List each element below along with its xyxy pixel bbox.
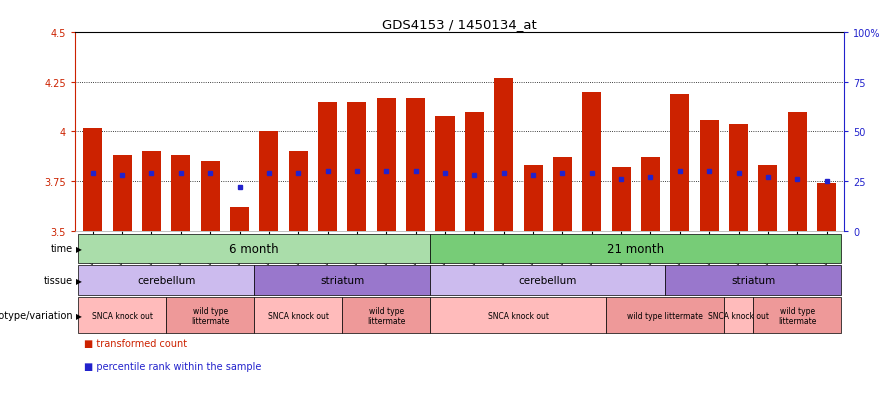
Text: ■ transformed count: ■ transformed count	[84, 338, 187, 348]
Bar	[641, 158, 660, 231]
Bar	[436, 116, 454, 231]
Text: tissue: tissue	[44, 275, 73, 286]
Text: SNCA knock out: SNCA knock out	[488, 311, 549, 320]
Bar	[699, 120, 719, 231]
Text: striatum: striatum	[320, 275, 364, 286]
Bar	[171, 156, 190, 231]
Bar	[431, 298, 606, 333]
Bar	[342, 298, 431, 333]
Bar	[817, 184, 836, 231]
Text: time: time	[51, 244, 73, 254]
Bar	[255, 266, 431, 296]
Bar	[78, 298, 166, 333]
Bar	[606, 298, 724, 333]
Bar	[729, 124, 748, 231]
Bar	[377, 98, 396, 231]
Text: ▶: ▶	[76, 311, 82, 320]
Bar	[112, 156, 132, 231]
Text: SNCA knock out: SNCA knock out	[92, 311, 153, 320]
Bar	[465, 112, 484, 231]
Bar	[523, 166, 543, 231]
Bar	[142, 152, 161, 231]
Text: SNCA knock out: SNCA knock out	[708, 311, 769, 320]
Bar	[318, 102, 337, 231]
Text: genotype/variation: genotype/variation	[0, 311, 73, 320]
Bar	[201, 162, 220, 231]
Bar	[78, 266, 255, 296]
Bar	[670, 95, 690, 231]
Bar	[431, 266, 665, 296]
Text: wild type
littermate: wild type littermate	[778, 306, 817, 325]
Bar	[255, 298, 342, 333]
Text: SNCA knock out: SNCA knock out	[268, 311, 329, 320]
Bar	[406, 98, 425, 231]
Bar	[259, 132, 278, 231]
Bar	[347, 102, 367, 231]
Bar	[83, 128, 103, 231]
Bar	[665, 266, 842, 296]
Bar	[612, 168, 630, 231]
Bar	[753, 298, 842, 333]
Text: wild type
littermate: wild type littermate	[191, 306, 229, 325]
Text: ■ percentile rank within the sample: ■ percentile rank within the sample	[84, 361, 262, 371]
Text: ▶: ▶	[76, 276, 82, 285]
Bar	[289, 152, 308, 231]
Bar	[583, 93, 601, 231]
Title: GDS4153 / 1450134_at: GDS4153 / 1450134_at	[382, 17, 537, 31]
Bar	[230, 207, 249, 231]
Bar	[788, 112, 807, 231]
Bar	[552, 158, 572, 231]
Text: cerebellum: cerebellum	[137, 275, 195, 286]
Text: 21 month: 21 month	[607, 242, 665, 255]
Bar	[494, 78, 514, 231]
Text: cerebellum: cerebellum	[519, 275, 577, 286]
Bar	[758, 166, 777, 231]
Bar	[724, 298, 753, 333]
Text: striatum: striatum	[731, 275, 775, 286]
Text: wild type
littermate: wild type littermate	[367, 306, 406, 325]
Bar	[78, 234, 431, 264]
Bar	[431, 234, 842, 264]
Text: 6 month: 6 month	[229, 242, 279, 255]
Text: wild type littermate: wild type littermate	[628, 311, 703, 320]
Text: ▶: ▶	[76, 244, 82, 253]
Bar	[166, 298, 255, 333]
